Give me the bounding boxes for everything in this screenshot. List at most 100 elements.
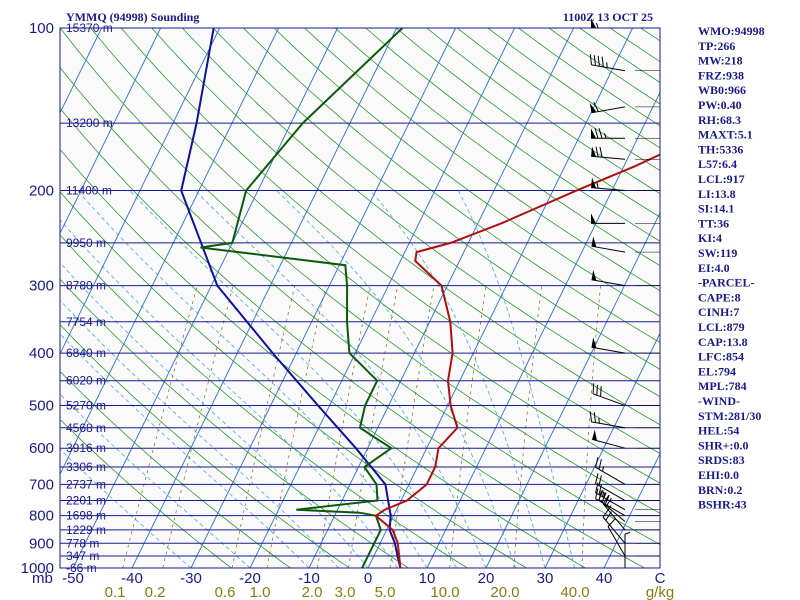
isotherm <box>249 28 516 568</box>
mixing-ratio-tick-label: 1.0 <box>250 584 271 600</box>
pressure-label: 200 <box>29 183 54 200</box>
mixing-ratio-line <box>317 285 371 568</box>
index-value: SHR+:0.0 <box>698 438 749 452</box>
mixing-ratio-tick-label: 5.0 <box>375 584 396 600</box>
index-value: SRDS:83 <box>698 453 745 467</box>
index-value: TP:266 <box>698 39 735 53</box>
pressure-label: 800 <box>29 508 54 525</box>
temp-tick-label: 0 <box>364 570 372 587</box>
index-value: KI:4 <box>698 231 722 245</box>
index-value: MAXT:5.1 <box>698 128 753 142</box>
pressure-label: 700 <box>29 476 54 493</box>
station-title: YMMQ (94998) Sounding <box>66 10 199 24</box>
parcel-path-line <box>180 28 402 568</box>
wind-barb <box>592 383 660 406</box>
wind-barb <box>591 128 660 139</box>
height-label: 5270 m <box>66 398 106 412</box>
isotherm <box>72 28 339 568</box>
isotherm <box>603 452 660 568</box>
isotherm <box>60 28 280 476</box>
height-label: 4568 m <box>66 421 106 435</box>
index-value: SI:14.1 <box>698 202 734 216</box>
sounding-time: 1100Z 13 OCT 25 <box>563 10 653 24</box>
mixing-ratio-line <box>162 285 234 568</box>
profile-lines <box>180 28 660 568</box>
moist-adiabat <box>60 261 369 568</box>
index-value: LI:13.8 <box>698 187 736 201</box>
pressure-label: 900 <box>29 535 54 552</box>
pressure-label: 500 <box>29 397 54 414</box>
height-label: 6840 m <box>66 346 106 360</box>
wind-barb <box>589 411 660 429</box>
temp-unit-label: C <box>655 570 666 587</box>
height-label: 347 m <box>66 549 99 563</box>
chart-title: YMMQ (94998) Sounding 1100Z 13 OCT 25 <box>66 10 653 24</box>
pressure-unit-label: mb <box>32 570 53 587</box>
height-label: 9950 m <box>66 236 106 250</box>
index-value: TH:5336 <box>698 142 743 156</box>
isotherm <box>131 28 398 568</box>
wind-barb <box>592 429 660 449</box>
isotherm <box>426 91 660 568</box>
wind-barb <box>602 508 660 544</box>
moist-adiabat <box>370 190 546 568</box>
moist-adiabat <box>457 190 575 568</box>
index-value: EI:4.0 <box>698 261 730 275</box>
index-value: PW:0.40 <box>698 98 742 112</box>
dewpoint-line <box>200 28 404 568</box>
index-value: RH:68.3 <box>698 113 741 127</box>
index-value: CAPE:8 <box>698 290 741 304</box>
temp-tick-label: 10 <box>419 570 436 587</box>
height-label: 1229 m <box>66 523 106 537</box>
temp-tick-label: 40 <box>596 570 613 587</box>
isotherm <box>367 28 634 568</box>
pressure-label: 400 <box>29 345 54 362</box>
temp-tick-label: -20 <box>239 570 261 587</box>
pressure-label: 1000 <box>21 560 54 577</box>
mixing-ratio-line <box>348 285 399 568</box>
mixing-ratio-line <box>266 285 327 568</box>
wind-barb <box>591 177 660 192</box>
height-label: 11400 m <box>66 184 112 198</box>
mixing-ratio-line <box>513 285 543 568</box>
mixing-ratio-tick-label: 10.0 <box>430 584 459 600</box>
index-value: BSHR:43 <box>698 498 747 512</box>
temp-tick-label: -40 <box>121 570 143 587</box>
wind-barb <box>595 473 660 501</box>
index-value: WMO:94998 <box>698 24 765 38</box>
mixing-ratio-tick-label: 0.6 <box>215 584 236 600</box>
wind-barbs <box>589 18 660 569</box>
mixing-ratio-line <box>449 285 487 568</box>
isotherm <box>308 28 575 568</box>
mixing-ratio-tick-label: 40.0 <box>560 584 589 600</box>
pressure-label: 100 <box>29 20 54 37</box>
wind-barb <box>595 457 660 485</box>
height-label: 778 m <box>66 536 99 550</box>
index-value: WB0:966 <box>698 83 746 97</box>
moist-adiabat <box>60 299 339 568</box>
index-value: TT:36 <box>698 216 729 230</box>
wind-barb <box>607 518 660 557</box>
index-value: HEL:54 <box>698 424 739 438</box>
height-label: 1698 m <box>66 509 106 523</box>
isotherm <box>60 28 162 235</box>
temperature-line <box>374 153 660 568</box>
moist-adiabat <box>60 448 192 568</box>
temp-tick-label: -50 <box>62 570 84 587</box>
background-grid <box>60 28 660 568</box>
mixing-ratio-tick-label: 0.1 <box>105 584 126 600</box>
plot-border <box>59 27 661 569</box>
height-label: 3306 m <box>66 460 106 474</box>
index-value: EL:794 <box>698 364 736 378</box>
height-label: 2201 m <box>66 494 106 508</box>
temp-tick-label: 30 <box>537 570 554 587</box>
wind-barb <box>591 269 660 287</box>
isotherm <box>60 28 221 355</box>
mixing-ratio-line <box>581 285 601 568</box>
mixing-ratio-line <box>231 285 296 568</box>
index-value: -WIND- <box>698 394 740 408</box>
index-value: STM:281/30 <box>698 409 761 423</box>
index-value: SW:119 <box>698 246 737 260</box>
